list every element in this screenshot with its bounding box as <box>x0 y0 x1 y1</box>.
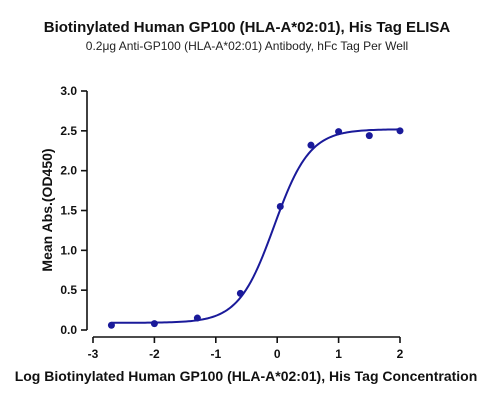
plot-area: 0.0 0.5 1.0 1.5 2.0 2.5 3.0 -3 -2 -1 0 1 2 <box>60 84 403 361</box>
data-point <box>335 128 343 136</box>
x-tick-label: 0 <box>274 347 281 361</box>
y-tick-label: 2.0 <box>60 164 77 178</box>
fit-curve <box>111 128 401 324</box>
y-axis-label: Mean Abs.(OD450) <box>39 148 55 271</box>
data-point <box>193 314 201 322</box>
data-point <box>307 141 315 149</box>
data-point <box>276 203 284 211</box>
x-tick-label: -1 <box>210 347 221 361</box>
y-tick-label: 2.5 <box>60 124 77 138</box>
y-tick-label: 1.5 <box>60 204 77 218</box>
x-tick-label: 1 <box>335 347 342 361</box>
x-tick-label: -3 <box>88 347 99 361</box>
chart-title: Biotinylated Human GP100 (HLA-A*02:01), … <box>44 19 451 36</box>
y-tick-label: 0.0 <box>60 323 77 337</box>
data-point <box>107 321 115 329</box>
data-point <box>150 320 158 328</box>
x-axis-label: Log Biotinylated Human GP100 (HLA-A*02:0… <box>15 368 478 384</box>
data-point <box>236 289 244 297</box>
chart-subtitle: 0.2μg Anti-GP100 (HLA-A*02:01) Antibody,… <box>86 39 408 53</box>
data-point <box>365 132 373 140</box>
x-tick-label: -2 <box>149 347 160 361</box>
y-tick-label: 0.5 <box>60 283 77 297</box>
y-tick-label: 3.0 <box>60 84 77 98</box>
x-tick-label: 2 <box>397 347 404 361</box>
y-tick-label: 1.0 <box>60 243 77 257</box>
data-point <box>396 127 404 135</box>
